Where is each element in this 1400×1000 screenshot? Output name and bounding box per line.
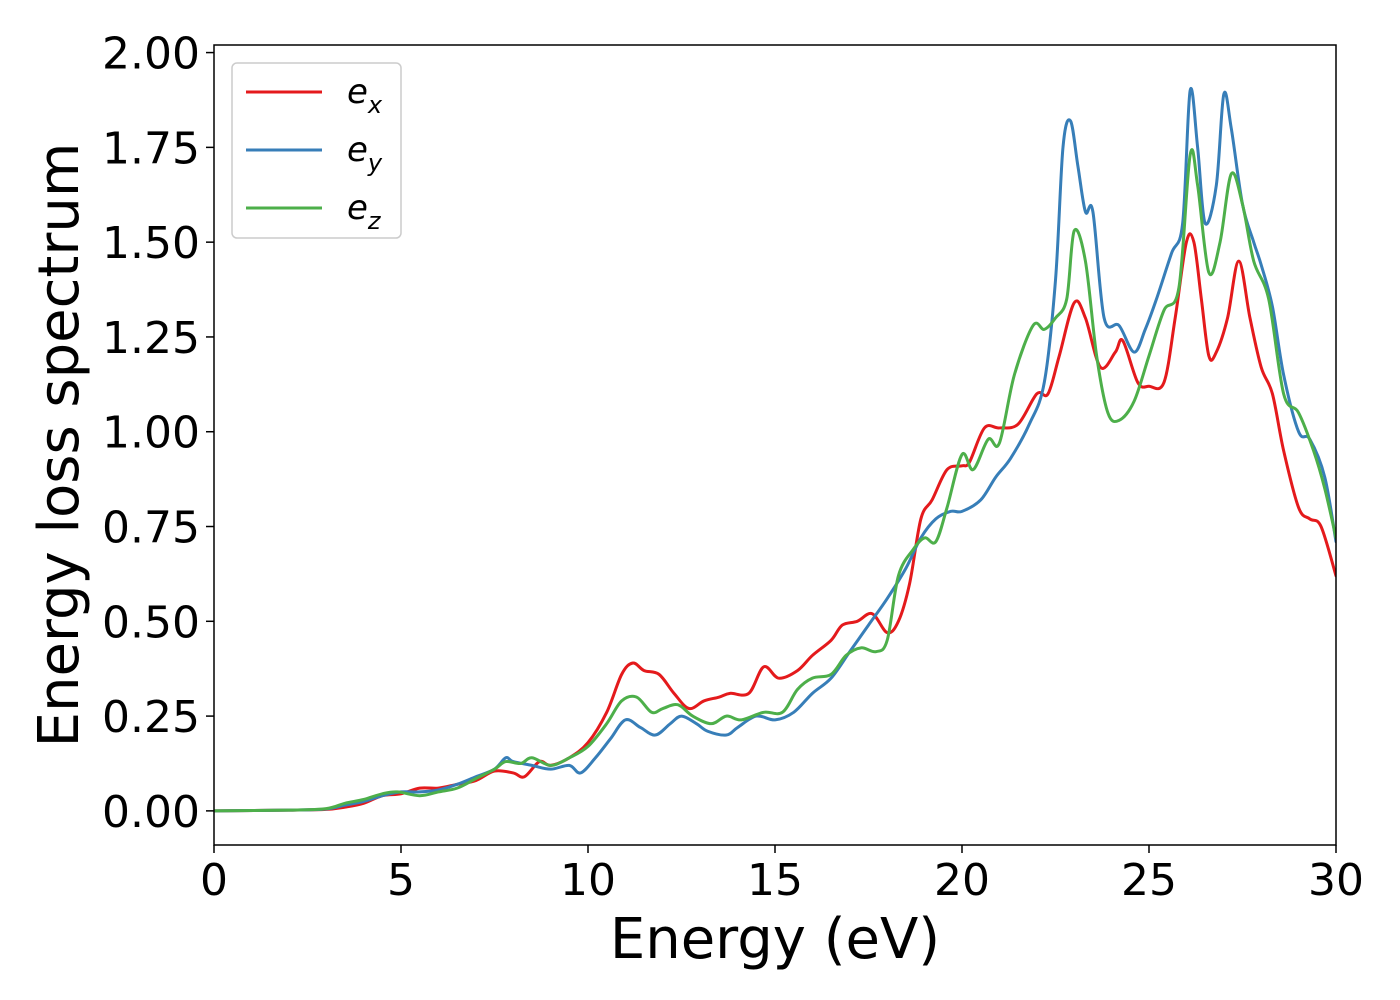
y-tick-label: 0.25 <box>102 692 200 743</box>
series-layer <box>214 86 1336 813</box>
y-tick-label: 1.50 <box>102 218 200 269</box>
x-tick-label: 0 <box>200 855 228 906</box>
x-tick-label: 10 <box>560 855 616 906</box>
series-line-y <box>214 86 1336 813</box>
legend-label-y: ey <box>347 130 383 177</box>
y-tick-label: 0.75 <box>102 503 200 554</box>
legend-subscript: z <box>367 207 382 235</box>
x-tick-label: 5 <box>387 855 415 906</box>
legend-subscript: y <box>367 149 383 177</box>
y-axis-label: Energy loss spectrum <box>27 143 92 748</box>
y-tick-label: 1.25 <box>102 313 200 364</box>
x-tick-label: 30 <box>1308 855 1364 906</box>
series-line-z <box>214 148 1336 813</box>
legend-subscript: x <box>367 91 383 119</box>
y-tick-label: 0.50 <box>102 597 200 648</box>
y-tick-label: 0.00 <box>102 787 200 838</box>
x-axis: 0 5 10 15 20 25 30 <box>200 845 1364 906</box>
y-tick-label: 2.00 <box>102 29 200 80</box>
y-tick-label: 1.75 <box>102 123 200 174</box>
x-tick-label: 20 <box>934 855 990 906</box>
y-tick-label: 1.00 <box>102 408 200 459</box>
y-axis: 0.00 0.25 0.50 0.75 1.00 1.25 1.50 1.75 2.00 <box>102 29 214 838</box>
x-axis-label: Energy (eV) <box>610 907 940 972</box>
x-tick-label: 25 <box>1121 855 1177 906</box>
series-line-x <box>214 232 1336 813</box>
x-tick-label: 15 <box>747 855 803 906</box>
